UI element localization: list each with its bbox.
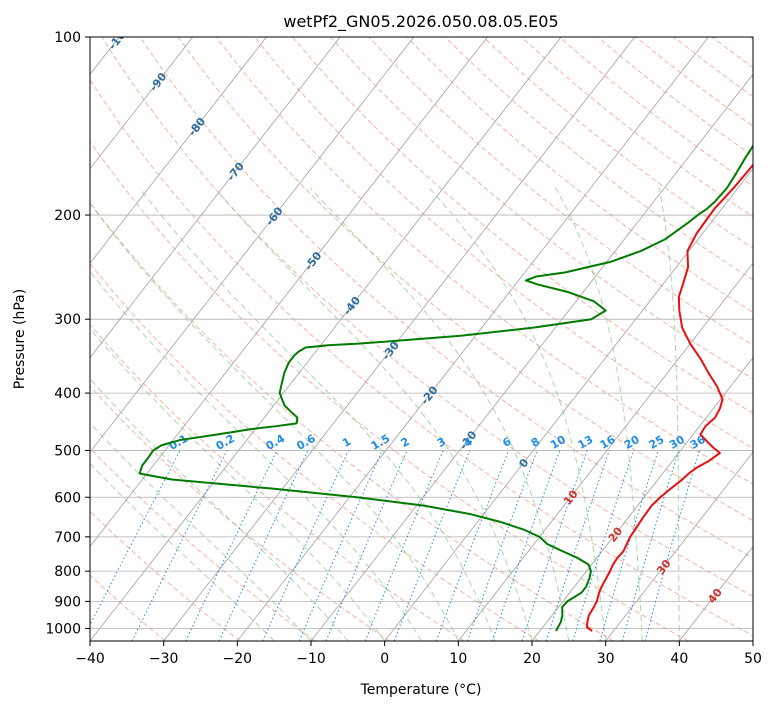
- dewpoint-profile: [138, 144, 753, 632]
- plot-frame: [89, 36, 754, 642]
- y-tick-label: 700: [54, 530, 81, 546]
- isotherm-line: [90, 37, 267, 264]
- pressure-gridlines: [90, 37, 753, 629]
- y-tick-label: 800: [54, 564, 81, 580]
- mixing-ratio-line: [131, 450, 228, 641]
- x-tick-label: −20: [223, 651, 253, 667]
- isotherm-line: [90, 37, 341, 359]
- moist-adiabat: [90, 202, 459, 641]
- dry-adiabat: [90, 140, 689, 641]
- x-tick-label: −40: [75, 651, 105, 667]
- y-tick-label: 100: [54, 30, 81, 46]
- dry-adiabat: [330, 37, 753, 380]
- mixing-ratio-line: [521, 450, 588, 641]
- dry-adiabat: [139, 37, 753, 559]
- mixing-ratio-line: [325, 450, 408, 641]
- mixing-ratio-line: [467, 450, 538, 641]
- isotherm-line: [605, 451, 753, 641]
- y-tick-label: 600: [54, 490, 81, 506]
- y-tick-label: 1000: [45, 621, 81, 637]
- isotherm-line: [237, 37, 709, 641]
- moist-adiabat: [428, 187, 607, 641]
- mixing-ratio-line: [599, 450, 659, 641]
- x-tick-label: 40: [670, 651, 688, 667]
- chart-title: wetPf2_GN05.2026.050.08.05.E05: [283, 12, 558, 32]
- x-tick-label: −30: [149, 651, 179, 667]
- moist-adiabat: [90, 270, 422, 641]
- isotherm-line: [90, 37, 488, 548]
- mixing-ratio-line: [393, 450, 471, 641]
- y-tick-label: 500: [54, 443, 81, 459]
- isotherm-line: [90, 37, 562, 641]
- moist-adiabat: [139, 187, 496, 641]
- x-tick-label: 20: [523, 651, 541, 667]
- moist-adiabat: [90, 422, 312, 641]
- dry-adiabats: [90, 37, 753, 641]
- dry-adiabat: [90, 447, 316, 641]
- dry-adiabat: [90, 323, 465, 641]
- temperature-profile: [585, 163, 753, 632]
- isotherm-line: [384, 168, 753, 641]
- isotherm-line: [310, 73, 753, 641]
- x-axis-label: Temperature (°C): [360, 682, 482, 698]
- y-tick-label: 200: [54, 208, 81, 224]
- x-tick-label: 10: [449, 651, 467, 667]
- sounding-series: [138, 144, 753, 632]
- y-axis-ticks: 1000 900 800 700 600 500 400 300 200 100: [45, 30, 90, 637]
- dry-adiabat: [215, 37, 753, 485]
- mixing-ratio-line: [298, 450, 383, 641]
- x-tick-label: 0: [380, 651, 389, 667]
- moist-adiabat: [309, 187, 570, 641]
- dry-adiabat: [90, 385, 390, 641]
- mixing-ratio-line: [364, 450, 444, 641]
- mixing-ratio-line: [435, 450, 510, 641]
- mixing-ratio-line: [545, 450, 610, 641]
- mixing-ratio-line: [572, 450, 635, 641]
- dry-adiabat: [406, 37, 753, 313]
- y-tick-label: 900: [54, 594, 81, 610]
- mixing-ratio-lines: [90, 450, 701, 641]
- moist-adiabats: [90, 187, 680, 641]
- dry-adiabat: [90, 201, 614, 641]
- x-axis-ticks: −40 −30 −20 −10 0 10 20 30 40 50: [75, 641, 762, 667]
- moist-adiabat: [90, 328, 386, 641]
- dry-adiabat: [254, 37, 753, 449]
- dry-adiabat: [90, 574, 166, 641]
- y-tick-label: 400: [54, 386, 81, 402]
- y-tick-label: 300: [54, 312, 81, 328]
- isotherm-line: [90, 37, 194, 170]
- x-tick-label: −10: [296, 651, 326, 667]
- y-axis-label: Pressure (hPa): [12, 289, 28, 389]
- mixing-ratio-line: [644, 450, 701, 641]
- moist-adiabat: [90, 378, 349, 641]
- mixing-ratio-line: [491, 450, 561, 641]
- isotherm-line: [458, 262, 753, 641]
- dry-adiabat: [177, 37, 753, 522]
- moist-adiabat: [555, 187, 643, 641]
- moist-adiabat: [658, 187, 680, 641]
- moist-adiabat: [90, 462, 275, 641]
- isotherm-line: [163, 37, 636, 641]
- dry-adiabat: [368, 37, 753, 346]
- isotherm-lines: [90, 37, 753, 641]
- dry-adiabat: [90, 510, 241, 641]
- isotherm-line: [531, 357, 753, 641]
- moist-adiabat: [214, 187, 533, 641]
- isotherm-line: [90, 37, 415, 453]
- x-tick-label: 30: [597, 651, 615, 667]
- x-tick-label: 50: [744, 651, 762, 667]
